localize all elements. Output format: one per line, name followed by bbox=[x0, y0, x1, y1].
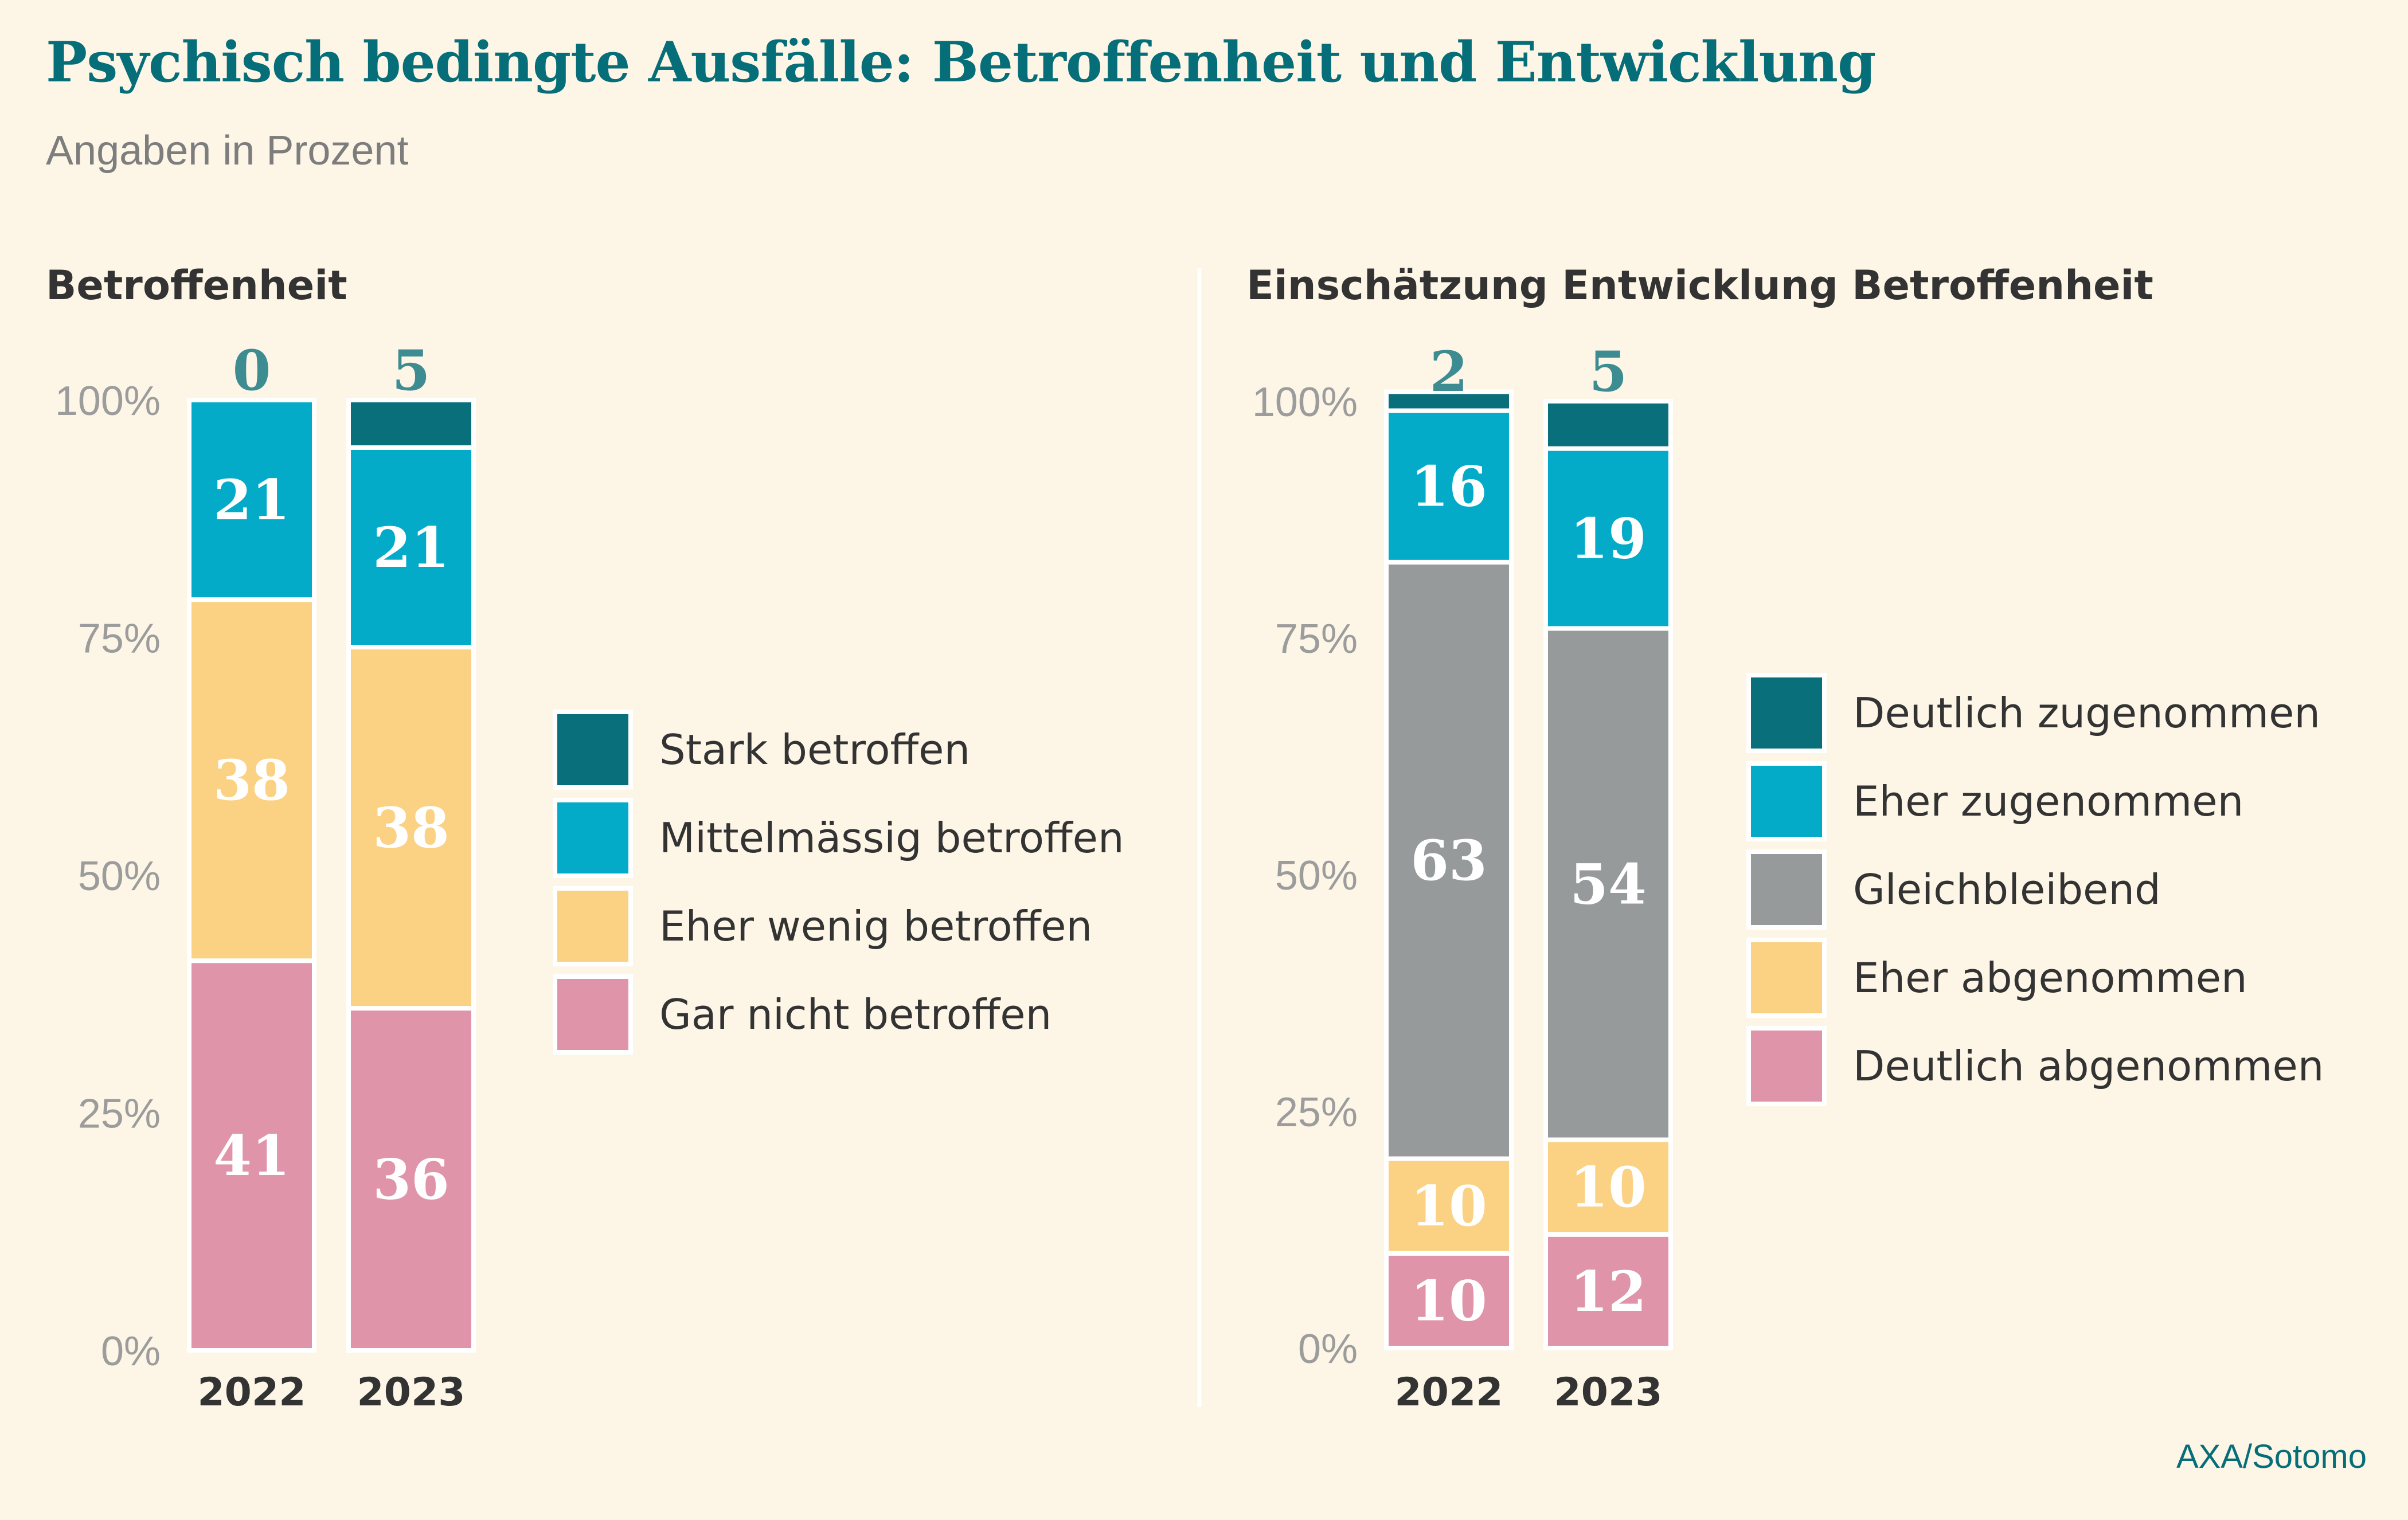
legend-swatch bbox=[553, 974, 633, 1055]
data-label: 10 bbox=[1570, 1155, 1647, 1220]
bar-segment bbox=[187, 597, 316, 963]
chart-title: Psychisch bedingte Ausfälle: Betroffenhe… bbox=[46, 30, 1876, 95]
legend-label: Deutlich abgenommen bbox=[1853, 1042, 2324, 1090]
legend-swatch bbox=[1746, 938, 1827, 1018]
x-category-label: 2023 bbox=[1554, 1370, 1662, 1415]
bar-segment bbox=[1384, 408, 1514, 565]
legend-swatch bbox=[553, 710, 633, 790]
legend-swatch bbox=[553, 798, 633, 878]
bar-segment bbox=[1543, 446, 1673, 631]
data-label: 63 bbox=[1410, 828, 1487, 893]
legend-swatch bbox=[1746, 673, 1827, 753]
panel-title: Einschätzung Entwicklung Betroffenheit bbox=[1246, 262, 2153, 309]
y-tick-label: 25% bbox=[1275, 1090, 1358, 1135]
legend-label: Eher abgenommen bbox=[1853, 954, 2247, 1002]
data-label: 5 bbox=[392, 338, 431, 403]
bar-segment bbox=[346, 398, 476, 450]
y-tick-label: 75% bbox=[1275, 616, 1358, 662]
y-tick-label: 25% bbox=[78, 1091, 161, 1137]
panel-2: Einschätzung Entwicklung Betroffenheit 0%… bbox=[1246, 262, 2324, 1415]
bar-segment bbox=[1543, 1232, 1673, 1351]
y-tick-label: 0% bbox=[1298, 1326, 1358, 1372]
data-label: 19 bbox=[1570, 507, 1647, 571]
bar-segment bbox=[1384, 1251, 1514, 1351]
legend-label: Eher wenig betroffen bbox=[659, 902, 1092, 950]
bar-segment bbox=[187, 398, 316, 602]
data-label: 5 bbox=[1589, 339, 1628, 404]
legend-swatch bbox=[1746, 1026, 1827, 1106]
data-label: 10 bbox=[1410, 1174, 1487, 1239]
legend-label: Gleichbleibend bbox=[1853, 865, 2161, 914]
data-label: 21 bbox=[213, 468, 290, 532]
x-category-label: 2023 bbox=[357, 1370, 465, 1415]
data-label: 21 bbox=[373, 515, 449, 580]
x-category-label: 2022 bbox=[1394, 1370, 1503, 1415]
legend-swatch bbox=[1746, 849, 1827, 930]
data-label: 38 bbox=[373, 796, 449, 860]
data-label: 2 bbox=[1430, 339, 1468, 404]
bar-segment bbox=[1543, 626, 1673, 1142]
data-label: 41 bbox=[213, 1123, 290, 1188]
bar-segment bbox=[346, 445, 476, 650]
panel-1: Betroffenheit 0% 25% 50% 75% 100% 41 38 21 0 2022 3… bbox=[46, 262, 1124, 1415]
bar-segment bbox=[1384, 1156, 1514, 1256]
y-tick-label: 50% bbox=[78, 853, 161, 899]
legend-label: Deutlich zugenommen bbox=[1853, 689, 2320, 737]
bar-segment bbox=[1384, 559, 1514, 1161]
data-label: 54 bbox=[1570, 852, 1647, 917]
source-label: AXA/Sotomo bbox=[2176, 1438, 2367, 1475]
legend-swatch bbox=[553, 886, 633, 966]
data-label: 12 bbox=[1570, 1259, 1647, 1324]
data-label: 16 bbox=[1410, 455, 1487, 519]
bar-segment bbox=[1384, 389, 1514, 413]
bar-segment bbox=[187, 958, 316, 1353]
legend-swatch bbox=[1746, 761, 1827, 841]
data-label: 36 bbox=[373, 1147, 449, 1212]
chart-subtitle: Angaben in Prozent bbox=[46, 128, 409, 174]
y-tick-label: 75% bbox=[78, 616, 161, 662]
y-tick-label: 0% bbox=[101, 1329, 161, 1374]
panel-title: Betroffenheit bbox=[46, 262, 347, 309]
bar-segment bbox=[1543, 1137, 1673, 1237]
legend-label: Mittelmässig betroffen bbox=[659, 814, 1124, 862]
legend-label: Gar nicht betroffen bbox=[659, 990, 1051, 1039]
bar-segment bbox=[346, 1006, 476, 1353]
legend-label: Stark betroffen bbox=[659, 726, 970, 774]
bar-segment bbox=[1543, 399, 1673, 451]
legend-label: Eher zugenommen bbox=[1853, 777, 2243, 825]
data-label: 38 bbox=[213, 748, 290, 813]
x-category-label: 2022 bbox=[197, 1370, 306, 1415]
y-tick-label: 50% bbox=[1275, 853, 1358, 899]
y-tick-label: 100% bbox=[1252, 379, 1358, 425]
y-tick-label: 100% bbox=[55, 378, 161, 424]
data-label: 10 bbox=[1410, 1268, 1487, 1333]
bar-segment bbox=[346, 645, 476, 1011]
data-label: 0 bbox=[233, 338, 271, 403]
